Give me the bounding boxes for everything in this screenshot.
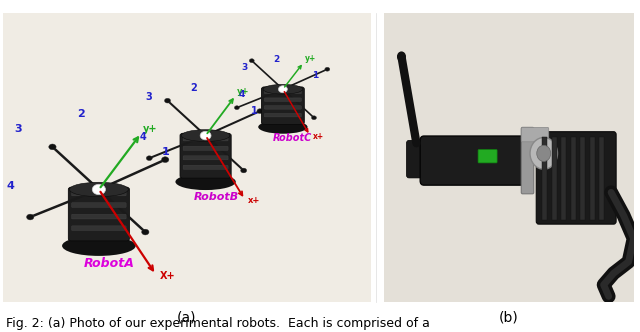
- Circle shape: [278, 86, 287, 93]
- Text: (a): (a): [177, 310, 196, 324]
- Text: 3: 3: [14, 124, 22, 134]
- FancyBboxPatch shape: [72, 226, 126, 230]
- Text: Fig. 2: (a) Photo of our experimental robots.  Each is comprised of a: Fig. 2: (a) Photo of our experimental ro…: [6, 317, 430, 330]
- FancyBboxPatch shape: [478, 150, 497, 163]
- Ellipse shape: [263, 84, 303, 94]
- Text: 3: 3: [145, 92, 152, 102]
- FancyBboxPatch shape: [68, 187, 129, 241]
- Ellipse shape: [258, 120, 308, 134]
- FancyBboxPatch shape: [264, 106, 301, 109]
- Text: RobotB: RobotB: [193, 192, 239, 202]
- Circle shape: [49, 144, 56, 150]
- Text: 2: 2: [191, 83, 197, 93]
- FancyBboxPatch shape: [264, 98, 301, 101]
- FancyBboxPatch shape: [406, 140, 426, 178]
- Bar: [600, 137, 604, 220]
- Circle shape: [537, 145, 551, 161]
- FancyBboxPatch shape: [264, 90, 301, 94]
- Text: 1: 1: [161, 147, 169, 157]
- Text: 2: 2: [273, 55, 279, 64]
- FancyBboxPatch shape: [72, 191, 126, 196]
- FancyBboxPatch shape: [183, 156, 228, 160]
- Circle shape: [241, 168, 246, 173]
- Bar: [543, 137, 547, 220]
- Text: y+: y+: [305, 54, 316, 63]
- Ellipse shape: [175, 174, 236, 190]
- Circle shape: [147, 156, 152, 161]
- FancyBboxPatch shape: [180, 133, 231, 178]
- FancyBboxPatch shape: [72, 203, 126, 208]
- Text: X+: X+: [159, 271, 175, 281]
- Circle shape: [397, 51, 406, 62]
- Bar: [561, 137, 566, 220]
- Bar: [590, 137, 595, 220]
- Circle shape: [161, 157, 169, 163]
- Text: RobotC: RobotC: [273, 133, 312, 143]
- FancyBboxPatch shape: [536, 132, 616, 224]
- Bar: [580, 137, 586, 220]
- FancyBboxPatch shape: [72, 214, 126, 219]
- FancyBboxPatch shape: [262, 87, 304, 124]
- Text: 4: 4: [239, 90, 245, 99]
- Circle shape: [141, 229, 149, 235]
- Text: 3: 3: [241, 63, 247, 72]
- Circle shape: [234, 106, 239, 110]
- Circle shape: [26, 214, 34, 220]
- Text: RobotA: RobotA: [84, 257, 135, 271]
- Text: 2: 2: [77, 109, 84, 119]
- Circle shape: [530, 137, 557, 169]
- Bar: [571, 137, 576, 220]
- Bar: [552, 137, 557, 220]
- FancyBboxPatch shape: [264, 114, 301, 117]
- FancyBboxPatch shape: [420, 136, 532, 185]
- Ellipse shape: [62, 236, 136, 256]
- FancyBboxPatch shape: [183, 146, 228, 150]
- Circle shape: [92, 184, 106, 195]
- FancyBboxPatch shape: [521, 127, 534, 194]
- Circle shape: [200, 131, 211, 140]
- Circle shape: [250, 59, 254, 63]
- Text: 4: 4: [7, 182, 15, 192]
- FancyBboxPatch shape: [521, 127, 548, 142]
- Ellipse shape: [182, 130, 230, 141]
- Circle shape: [164, 98, 170, 103]
- FancyBboxPatch shape: [183, 165, 228, 169]
- Text: y+: y+: [237, 87, 250, 96]
- Text: x+: x+: [312, 131, 324, 140]
- Circle shape: [312, 116, 316, 120]
- FancyBboxPatch shape: [183, 137, 228, 141]
- Text: 1: 1: [312, 71, 319, 80]
- Circle shape: [325, 67, 330, 71]
- Circle shape: [257, 109, 263, 114]
- Text: 1: 1: [251, 106, 258, 116]
- Ellipse shape: [70, 182, 129, 197]
- Text: x+: x+: [248, 196, 260, 205]
- Text: 4: 4: [140, 132, 146, 142]
- Text: y+: y+: [143, 124, 157, 134]
- Text: (b): (b): [499, 310, 518, 324]
